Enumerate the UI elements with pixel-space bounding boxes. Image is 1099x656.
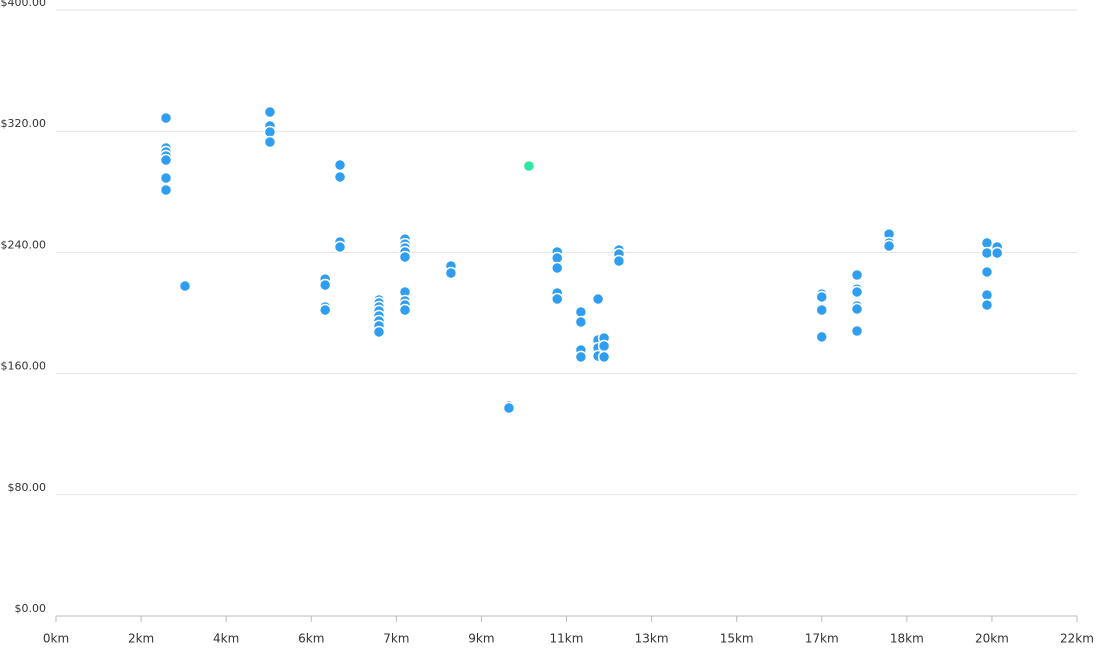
point xyxy=(882,239,896,253)
x-tick-label: 13km xyxy=(635,632,669,646)
point xyxy=(159,183,173,197)
point xyxy=(850,324,864,338)
point xyxy=(550,261,564,275)
x-tick-label: 2km xyxy=(128,632,154,646)
point xyxy=(612,254,626,268)
point xyxy=(850,268,864,282)
point xyxy=(178,279,192,293)
point xyxy=(318,278,332,292)
y-tick-label: $240.00 xyxy=(1,238,47,251)
point xyxy=(850,285,864,299)
y-tick-label: $320.00 xyxy=(1,117,47,130)
y-tick-label: $80.00 xyxy=(8,481,47,494)
point xyxy=(333,158,347,172)
x-tick-label: 18km xyxy=(890,632,924,646)
point xyxy=(263,105,277,119)
point xyxy=(159,111,173,125)
point xyxy=(574,350,588,364)
point xyxy=(398,250,412,264)
point xyxy=(815,303,828,317)
point xyxy=(980,298,994,312)
point xyxy=(990,246,1004,260)
x-tick-label: 4km xyxy=(213,632,239,646)
x-tick-label: 6km xyxy=(298,632,324,646)
point xyxy=(574,315,588,329)
point xyxy=(980,265,994,279)
point xyxy=(444,266,458,280)
x-tick-label: 22km xyxy=(1060,632,1094,646)
y-tick-label: $400.00 xyxy=(1,0,47,9)
point xyxy=(263,135,277,149)
point xyxy=(980,246,994,260)
y-tick-label: $160.00 xyxy=(1,360,47,373)
point xyxy=(815,290,828,304)
point xyxy=(522,159,536,173)
point xyxy=(333,170,347,184)
point xyxy=(597,350,611,364)
x-tick-label: 9km xyxy=(468,632,494,646)
x-tick-label: 0km xyxy=(43,632,69,646)
point xyxy=(318,303,332,317)
point xyxy=(550,292,564,306)
point xyxy=(159,171,173,185)
point xyxy=(398,303,412,317)
point xyxy=(502,401,516,415)
point xyxy=(333,240,347,254)
point xyxy=(597,339,611,353)
point xyxy=(815,330,828,344)
x-tick-label: 20km xyxy=(975,632,1009,646)
point xyxy=(159,153,173,167)
x-tick-label: 15km xyxy=(720,632,754,646)
y-tick-label: $0.00 xyxy=(15,602,47,615)
point xyxy=(372,325,386,339)
x-tick-label: 17km xyxy=(805,632,839,646)
x-tick-label: 11km xyxy=(550,632,584,646)
point xyxy=(591,292,605,306)
point xyxy=(850,302,864,316)
x-tick-label: 7km xyxy=(383,632,409,646)
